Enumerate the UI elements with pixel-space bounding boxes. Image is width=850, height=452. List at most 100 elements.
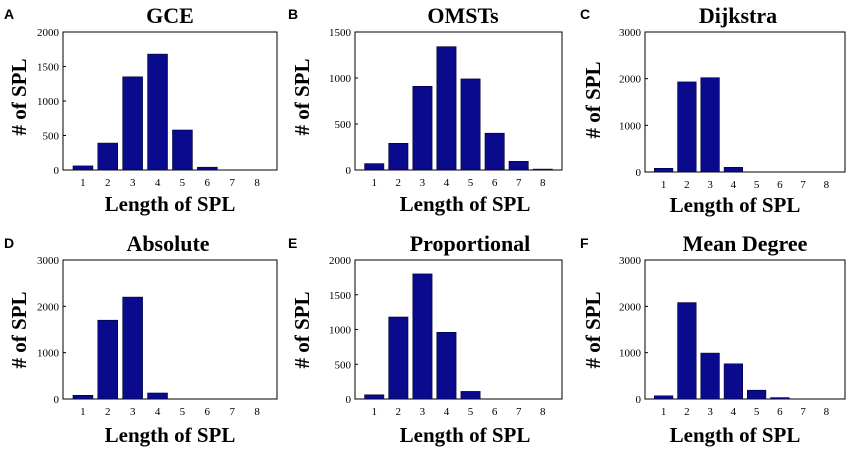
bar-5 xyxy=(172,129,193,171)
bar-8 xyxy=(532,168,553,171)
chart-title: OMSTs xyxy=(427,3,499,28)
x-tick-label: 1 xyxy=(80,177,86,189)
x-tick-label: 2 xyxy=(105,406,111,418)
bar-5 xyxy=(460,78,481,171)
x-tick-group: 1 2 3 4 5 6 7 8 xyxy=(661,406,830,418)
bar-4 xyxy=(147,53,168,171)
y-tick-group: 0 1000 2000 3000 xyxy=(619,27,648,179)
panel-letter: F xyxy=(580,235,589,251)
x-tick-label: 7 xyxy=(516,406,522,418)
x-tick-group: 1 2 3 4 5 6 7 8 xyxy=(661,179,830,191)
x-tick-label: 3 xyxy=(130,406,136,418)
x-tick-label: 2 xyxy=(105,177,111,189)
y-tick-label: 500 xyxy=(335,119,352,131)
panel-e: E Proportional # of SPL Length of SPL 0 5… xyxy=(288,231,563,447)
y-tick-label: 3000 xyxy=(37,255,60,267)
bar-5 xyxy=(746,389,767,400)
y-tick-label: 0 xyxy=(54,165,60,177)
x-tick-label: 6 xyxy=(205,406,211,418)
bar-2 xyxy=(388,143,409,171)
bar-1 xyxy=(653,168,674,173)
x-tick-label: 7 xyxy=(516,177,522,189)
bar-1 xyxy=(653,395,674,400)
y-tick-label: 0 xyxy=(346,394,352,406)
x-tick-label: 4 xyxy=(155,406,161,418)
x-tick-label: 8 xyxy=(824,406,830,418)
x-tick-label: 7 xyxy=(229,406,235,418)
x-tick-label: 6 xyxy=(492,177,498,189)
x-tick-label: 5 xyxy=(180,177,186,189)
y-axis-label: # of SPL xyxy=(581,291,605,368)
panel-a: A GCE # of SPL Length of SPL 05001000150… xyxy=(4,3,278,216)
panel-letter: E xyxy=(288,235,297,251)
panel-b: B OMSTs # of SPL Length of SPL 0 500 1000 1… xyxy=(288,3,563,216)
y-tick-label: 0 xyxy=(636,394,642,406)
x-tick-label: 3 xyxy=(707,179,713,191)
x-tick-label: 4 xyxy=(155,177,161,189)
bar-2 xyxy=(677,302,697,400)
bar-group xyxy=(653,302,790,400)
x-tick-label: 4 xyxy=(731,406,737,418)
y-axis-label: # of SPL xyxy=(7,58,31,135)
x-tick-label: 6 xyxy=(777,179,783,191)
x-tick-label: 2 xyxy=(684,179,690,191)
panel-d: D Absolute # of SPL Length of SPL 0 1000 2… xyxy=(4,231,278,447)
plot-frame xyxy=(354,259,563,400)
y-tick-group: 0 500 1000 1500 xyxy=(329,27,358,177)
bar-3 xyxy=(122,76,143,171)
x-tick-label: 6 xyxy=(492,406,498,418)
x-tick-label: 1 xyxy=(661,179,667,191)
x-tick-label: 7 xyxy=(800,406,806,418)
x-tick-label: 5 xyxy=(468,406,474,418)
bar-7 xyxy=(508,161,529,171)
plot-frame xyxy=(62,259,278,400)
x-axis-label: Length of SPL xyxy=(400,192,531,216)
x-tick-group: 1 2 3 4 5 6 7 8 xyxy=(80,406,260,418)
x-tick-label: 2 xyxy=(396,406,402,418)
bar-group xyxy=(364,273,481,400)
bar-6 xyxy=(197,166,218,171)
x-tick-label: 1 xyxy=(80,406,86,418)
bar-2 xyxy=(97,142,119,171)
x-tick-label: 1 xyxy=(372,406,378,418)
chart-title: Mean Degree xyxy=(683,231,808,256)
y-axis-label: # of SPL xyxy=(290,58,314,135)
x-tick-label: 5 xyxy=(180,406,186,418)
x-tick-group: 1 2 3 4 5 6 7 8 xyxy=(372,177,546,189)
bar-1 xyxy=(364,394,385,400)
y-tick-label: 1000 xyxy=(37,96,60,108)
bar-3 xyxy=(700,352,720,400)
bar-group xyxy=(364,46,553,171)
y-tick-label: 2000 xyxy=(619,74,642,86)
bar-5 xyxy=(460,391,481,400)
y-axis-label: # of SPL xyxy=(581,61,605,138)
y-tick-label: 0 xyxy=(346,165,352,177)
x-tick-label: 3 xyxy=(707,406,713,418)
x-tick-label: 8 xyxy=(254,177,260,189)
panel-letter: B xyxy=(288,6,298,22)
plot-frame xyxy=(644,259,846,400)
bar-1 xyxy=(364,163,385,171)
y-tick-label: 1000 xyxy=(329,325,352,337)
bar-4 xyxy=(723,363,743,400)
x-tick-group: 1 2 3 4 5 6 7 8 xyxy=(372,406,546,418)
y-tick-label: 1500 xyxy=(329,290,352,302)
x-tick-label: 2 xyxy=(684,406,690,418)
x-tick-label: 4 xyxy=(444,177,450,189)
bar-2 xyxy=(388,316,409,400)
chart-title: GCE xyxy=(146,3,194,28)
x-axis-label: Length of SPL xyxy=(400,423,531,447)
x-tick-label: 1 xyxy=(372,177,378,189)
plot-frame xyxy=(644,31,846,173)
y-tick-label: 1000 xyxy=(37,348,60,360)
y-tick-label: 1000 xyxy=(619,348,642,360)
panel-c: C Dijkstra # of SPL Length of SPL 0 1000 2… xyxy=(580,3,846,217)
x-axis-label: Length of SPL xyxy=(105,192,236,216)
y-tick-group: 0 500 1000 1500 2000 xyxy=(329,255,358,406)
x-tick-label: 8 xyxy=(824,179,830,191)
bar-3 xyxy=(412,273,433,400)
y-tick-label: 500 xyxy=(43,131,60,143)
panel-letter: A xyxy=(4,6,14,22)
x-tick-label: 8 xyxy=(254,406,260,418)
